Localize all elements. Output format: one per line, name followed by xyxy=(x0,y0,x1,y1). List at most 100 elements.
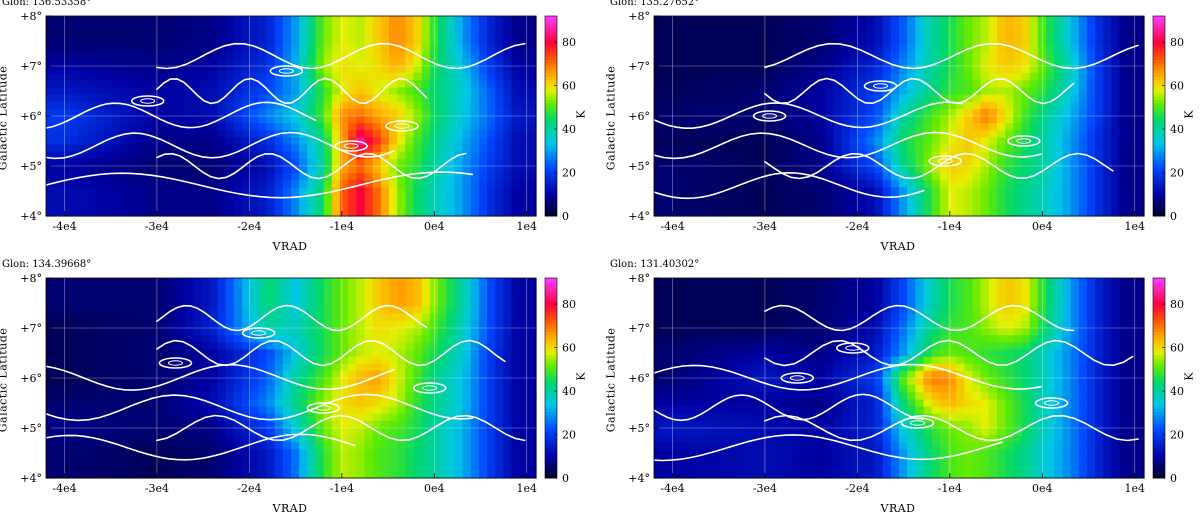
heatmap-cell xyxy=(463,152,472,160)
heatmap-cell xyxy=(54,45,63,53)
heatmap-cell xyxy=(348,173,357,181)
heatmap-cell xyxy=(128,285,137,293)
heatmap-cell xyxy=(728,159,737,167)
heatmap-cell xyxy=(728,66,737,74)
heatmap-cell xyxy=(520,364,529,372)
heatmap-cell xyxy=(520,80,529,88)
heatmap-cell xyxy=(291,285,300,293)
heatmap-cell xyxy=(209,299,218,307)
heatmap-cell xyxy=(495,307,504,315)
heatmap-cell xyxy=(381,292,390,300)
heatmap-cell xyxy=(46,349,55,357)
heatmap-cell xyxy=(940,180,949,188)
heatmap-cell xyxy=(169,399,178,407)
heatmap-cell xyxy=(875,30,884,38)
heatmap-cell xyxy=(348,23,357,31)
heatmap-cell xyxy=(883,109,892,117)
heatmap-cell xyxy=(471,407,480,415)
heatmap-cell xyxy=(54,195,63,203)
heatmap-cell xyxy=(487,166,496,174)
heatmap-cell xyxy=(62,342,71,350)
heatmap-cell xyxy=(348,202,357,210)
heatmap-cell xyxy=(209,195,218,203)
heatmap-cell xyxy=(1005,52,1014,60)
heatmap-cell xyxy=(324,278,333,286)
heatmap-cell xyxy=(250,292,259,300)
heatmap-cell xyxy=(299,202,308,210)
heatmap-cell xyxy=(463,371,472,379)
heatmap-cell xyxy=(487,180,496,188)
heatmap-cell xyxy=(487,195,496,203)
heatmap-cell xyxy=(989,187,998,195)
heatmap-cell xyxy=(471,137,480,145)
heatmap-cell xyxy=(177,292,186,300)
heatmap-cell xyxy=(752,209,761,217)
heatmap-cell xyxy=(381,399,390,407)
heatmap-cell xyxy=(365,385,374,393)
heatmap-cell xyxy=(291,421,300,429)
heatmap-cell xyxy=(283,195,292,203)
colorbar-segment xyxy=(1153,53,1165,57)
heatmap-cell xyxy=(915,37,924,45)
heatmap-cell xyxy=(875,202,884,210)
heatmap-cell xyxy=(503,130,512,138)
heatmap-cell xyxy=(654,45,663,53)
heatmap-cell xyxy=(463,349,472,357)
heatmap-cell xyxy=(103,364,112,372)
heatmap-cell xyxy=(503,299,512,307)
heatmap-cell xyxy=(267,378,276,386)
heatmap-cell xyxy=(479,378,488,386)
heatmap-cell xyxy=(46,335,55,343)
heatmap-cell xyxy=(1136,159,1145,167)
heatmap-cell xyxy=(234,180,243,188)
heatmap-cell xyxy=(997,95,1006,103)
heatmap-cell xyxy=(120,159,129,167)
heatmap-cell xyxy=(373,292,382,300)
heatmap-cell xyxy=(348,399,357,407)
heatmap-cell xyxy=(54,392,63,400)
heatmap-cell xyxy=(785,209,794,217)
heatmap-cell xyxy=(397,278,406,286)
heatmap-cell xyxy=(250,307,259,315)
heatmap-cell xyxy=(487,95,496,103)
heatmap-cell xyxy=(899,152,908,160)
heatmap-cell xyxy=(1079,173,1088,181)
heatmap-cell xyxy=(250,399,259,407)
heatmap-cell xyxy=(479,137,488,145)
colorbar-segment xyxy=(1153,36,1165,40)
colorbar-segment xyxy=(545,83,557,87)
heatmap-cell xyxy=(87,30,96,38)
heatmap-cell xyxy=(340,45,349,53)
heatmap-cell xyxy=(381,23,390,31)
heatmap-cell xyxy=(964,145,973,153)
heatmap-cell xyxy=(307,371,316,379)
heatmap-cell xyxy=(185,335,194,343)
heatmap-cell xyxy=(218,292,227,300)
heatmap-cell xyxy=(719,195,728,203)
heatmap-cell xyxy=(1095,37,1104,45)
heatmap-cell xyxy=(218,195,227,203)
heatmap-cell xyxy=(79,73,88,81)
heatmap-cell xyxy=(218,414,227,422)
heatmap-cell xyxy=(103,285,112,293)
heatmap-cell xyxy=(201,371,210,379)
heatmap-cell xyxy=(932,130,941,138)
heatmap-cell xyxy=(275,321,284,329)
heatmap-cell xyxy=(103,314,112,322)
heatmap-cell xyxy=(728,145,737,153)
heatmap-cell xyxy=(87,59,96,67)
heatmap-cell xyxy=(218,130,227,138)
heatmap-cell xyxy=(842,159,851,167)
heatmap-cell xyxy=(152,328,161,336)
heatmap-cell xyxy=(495,166,504,174)
heatmap-cell xyxy=(964,173,973,181)
heatmap-cell xyxy=(1128,23,1137,31)
heatmap-cell xyxy=(1120,87,1129,95)
heatmap-cell xyxy=(46,428,55,436)
heatmap-cell xyxy=(250,109,259,117)
heatmap-cell xyxy=(299,392,308,400)
heatmap-cell xyxy=(891,16,900,24)
colorbar-segment xyxy=(1153,26,1165,30)
heatmap-cell xyxy=(267,180,276,188)
heatmap-cell xyxy=(528,159,537,167)
